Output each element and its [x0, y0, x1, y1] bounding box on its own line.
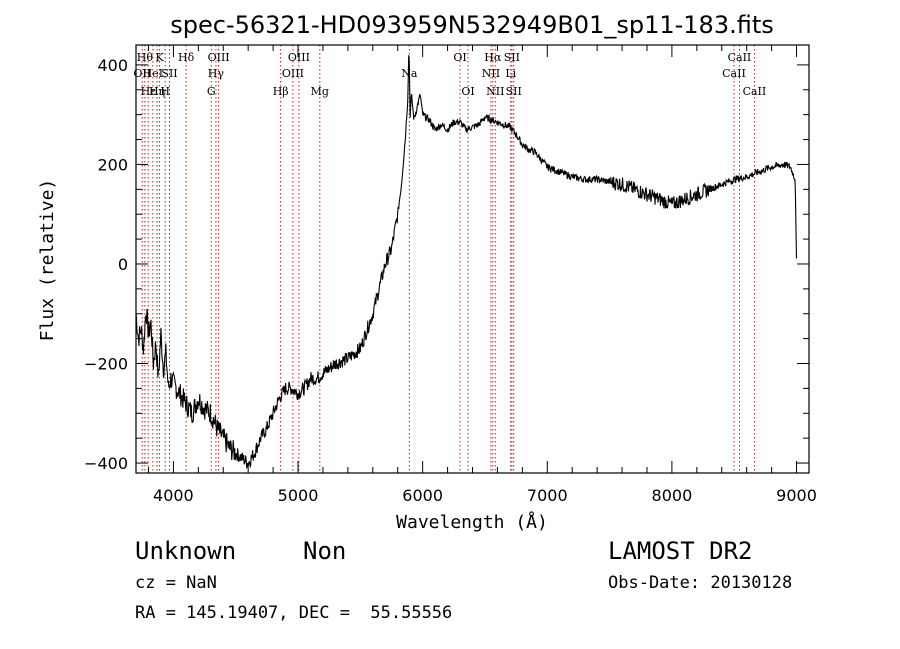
- line-marker-label: OIII: [288, 51, 310, 64]
- y-tick-label: −400: [84, 454, 128, 473]
- x-tick-label: 4000: [153, 486, 194, 505]
- chart-title: spec-56321-HD093959N532949B01_sp11-183.f…: [170, 11, 774, 39]
- line-marker-label: NII: [482, 67, 500, 80]
- line-marker-label: Mg: [311, 85, 329, 98]
- y-tick-label: 400: [97, 56, 128, 75]
- x-tick-label: 5000: [278, 486, 319, 505]
- spectrum-line: [135, 55, 798, 470]
- line-marker-label: Hα: [484, 51, 502, 64]
- line-marker-label: OIII: [282, 67, 304, 80]
- y-axis: −400 −200 0 200 400: [84, 56, 809, 473]
- coordinates-text: RA = 145.19407, DEC = 55.55556: [135, 603, 453, 623]
- x-tick-label: 8000: [652, 486, 693, 505]
- y-axis-label: Flux (relative): [37, 179, 58, 342]
- line-marker-label: Hβ: [273, 85, 289, 98]
- line-marker-label: Hδ: [178, 51, 195, 64]
- line-marker-label: CaII: [728, 51, 752, 64]
- line-marker-label: Hθ: [137, 51, 154, 64]
- line-marker-label: G: [207, 85, 216, 98]
- y-tick-label: 0: [118, 255, 128, 274]
- line-marker-label: Hη: [149, 85, 165, 98]
- line-marker-label: CaII: [743, 85, 767, 98]
- line-marker-label: SII: [161, 67, 177, 80]
- line-marker-label: NII: [486, 85, 504, 98]
- redshift-text: cz = NaN: [135, 573, 217, 593]
- x-tick-label: 7000: [527, 486, 568, 505]
- line-marker-label: K: [155, 51, 164, 64]
- line-marker-label: OII: [133, 67, 151, 80]
- x-axis: 4000 5000 6000 7000 8000 9000: [147, 45, 817, 505]
- line-marker-label: Li: [505, 67, 516, 80]
- line-marker-label: SII: [506, 85, 522, 98]
- line-marker-label: Hγ: [208, 67, 225, 80]
- line-markers: [141, 45, 755, 473]
- subclass-text: Non: [303, 537, 347, 565]
- x-axis-label: Wavelength (Å): [396, 511, 548, 533]
- x-tick-label: 9000: [776, 486, 817, 505]
- line-marker-label: OIII: [208, 51, 230, 64]
- line-marker-label: OI: [453, 51, 466, 64]
- line-marker-label: SII: [504, 51, 520, 64]
- x-tick-label: 6000: [402, 486, 443, 505]
- classification-text: Unknown: [135, 537, 237, 565]
- line-marker-label: H: [160, 85, 170, 98]
- line-marker-label: CaII: [722, 67, 746, 80]
- y-tick-label: 200: [97, 155, 128, 174]
- obs-date-text: Obs-Date: 20130128: [608, 573, 793, 593]
- y-tick-label: −200: [84, 355, 128, 374]
- survey-text: LAMOST DR2: [608, 537, 753, 565]
- plot-frame: [135, 44, 810, 474]
- spectrum-chart: spec-56321-HD093959N532949B01_sp11-183.f…: [37, 11, 817, 533]
- line-marker-label: HeI: [143, 67, 163, 80]
- line-marker-label: Hε: [141, 85, 157, 98]
- line-marker-label: OI: [461, 85, 474, 98]
- line-marker-labels: OIIHθHεHeIHηKHSIIHδGHγOIIIHβOIIIOIIIMgNa…: [133, 51, 766, 98]
